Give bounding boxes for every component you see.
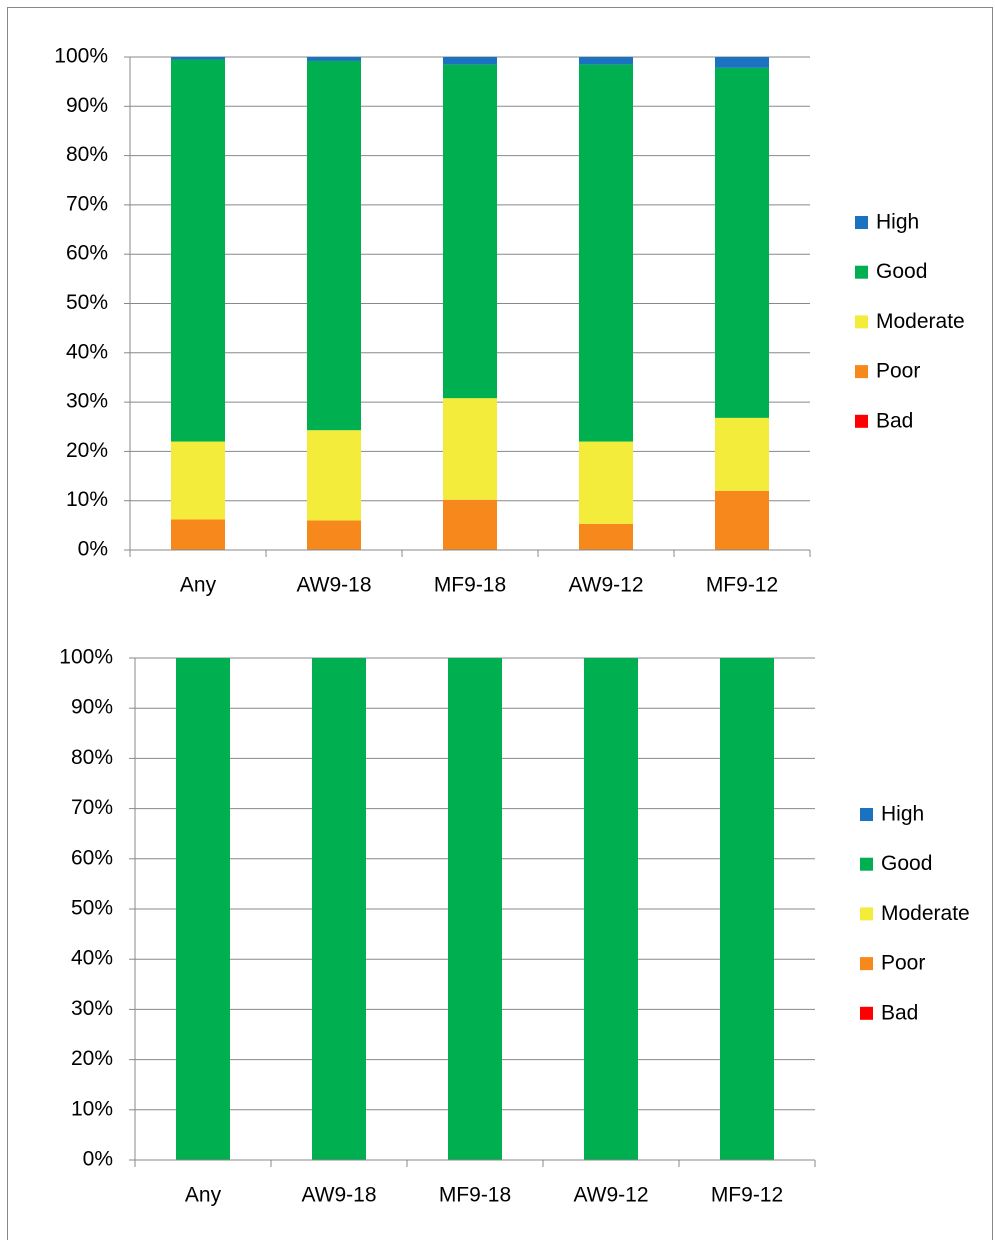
y-tick-label: 10% xyxy=(71,1097,113,1120)
bar-segment xyxy=(579,57,633,65)
legend-swatch xyxy=(860,808,873,821)
frame xyxy=(7,7,993,1240)
legend-swatch xyxy=(855,315,868,329)
y-tick-label: 70% xyxy=(71,796,113,819)
y-tick-label: 40% xyxy=(71,947,113,970)
y-tick-label: 90% xyxy=(66,94,108,117)
bar-segment xyxy=(307,60,361,431)
y-tick-label: 0% xyxy=(83,1148,113,1171)
legend-label: Moderate xyxy=(881,902,970,925)
bar-segment xyxy=(307,430,361,521)
bar-segment xyxy=(443,57,497,65)
x-tick-label: MF9-18 xyxy=(439,1184,511,1207)
bar-segment xyxy=(720,658,774,1160)
x-tick-label: Any xyxy=(180,574,217,597)
legend-swatch xyxy=(855,414,868,428)
y-tick-label: 20% xyxy=(71,1047,113,1070)
x-tick-label: AW9-12 xyxy=(568,574,643,597)
x-tick-label: MF9-12 xyxy=(711,1184,783,1207)
bar-segment xyxy=(443,398,497,500)
y-tick-label: 40% xyxy=(66,340,108,363)
x-tick-label: AW9-12 xyxy=(573,1184,648,1207)
bar-segment xyxy=(579,441,633,524)
legend-label: Poor xyxy=(881,952,925,975)
legend-swatch xyxy=(855,265,868,279)
y-tick-label: 30% xyxy=(71,997,113,1020)
y-tick-label: 80% xyxy=(71,746,113,769)
bar-segment xyxy=(715,490,769,550)
x-tick-label: Any xyxy=(185,1184,222,1207)
bar-segment xyxy=(579,64,633,442)
bar-segment xyxy=(584,658,638,1160)
bar-segment xyxy=(312,658,366,1160)
bar-segment xyxy=(448,658,502,1160)
bar-segment xyxy=(171,59,225,442)
legend-swatch xyxy=(860,857,873,871)
y-tick-label: 10% xyxy=(66,488,108,511)
bar-segment xyxy=(443,499,497,550)
x-tick-label: AW9-18 xyxy=(296,574,371,597)
bar-segment xyxy=(715,67,769,418)
legend-label: Good xyxy=(881,852,932,875)
x-tick-label: MF9-18 xyxy=(434,574,506,597)
x-tick-label: AW9-18 xyxy=(301,1184,376,1207)
legend-swatch xyxy=(860,907,873,921)
legend-label: Bad xyxy=(881,1001,918,1024)
legend-swatch xyxy=(855,365,868,379)
legend-label: Moderate xyxy=(876,310,965,333)
bar-segment xyxy=(176,658,230,1160)
legend-swatch xyxy=(860,957,873,971)
y-tick-label: 100% xyxy=(59,646,113,669)
legend-label: Good xyxy=(876,260,927,283)
legend-label: High xyxy=(876,211,919,234)
y-tick-label: 90% xyxy=(71,696,113,719)
legend-swatch xyxy=(855,216,868,229)
bar-segment xyxy=(307,57,361,61)
y-tick-label: 30% xyxy=(66,390,108,413)
y-tick-label: 50% xyxy=(71,897,113,920)
legend-label: Bad xyxy=(876,409,913,432)
bar-segment xyxy=(171,519,225,550)
legend-label: High xyxy=(881,803,924,826)
bar-segment xyxy=(443,64,497,399)
legend-swatch xyxy=(860,1006,873,1020)
bar-segment xyxy=(307,520,361,550)
y-tick-label: 60% xyxy=(66,242,108,265)
bar-segment xyxy=(171,441,225,520)
y-tick-label: 0% xyxy=(78,538,108,561)
bar-segment xyxy=(579,523,633,550)
y-tick-label: 60% xyxy=(71,846,113,869)
bar-segment xyxy=(171,57,225,60)
y-tick-label: 50% xyxy=(66,291,108,314)
y-tick-label: 100% xyxy=(54,45,108,68)
bar-segment xyxy=(715,57,769,68)
bar-segment xyxy=(715,417,769,491)
y-tick-label: 20% xyxy=(66,439,108,462)
y-tick-label: 80% xyxy=(66,143,108,166)
legend-label: Poor xyxy=(876,360,920,383)
y-tick-label: 70% xyxy=(66,192,108,215)
x-tick-label: MF9-12 xyxy=(706,574,778,597)
